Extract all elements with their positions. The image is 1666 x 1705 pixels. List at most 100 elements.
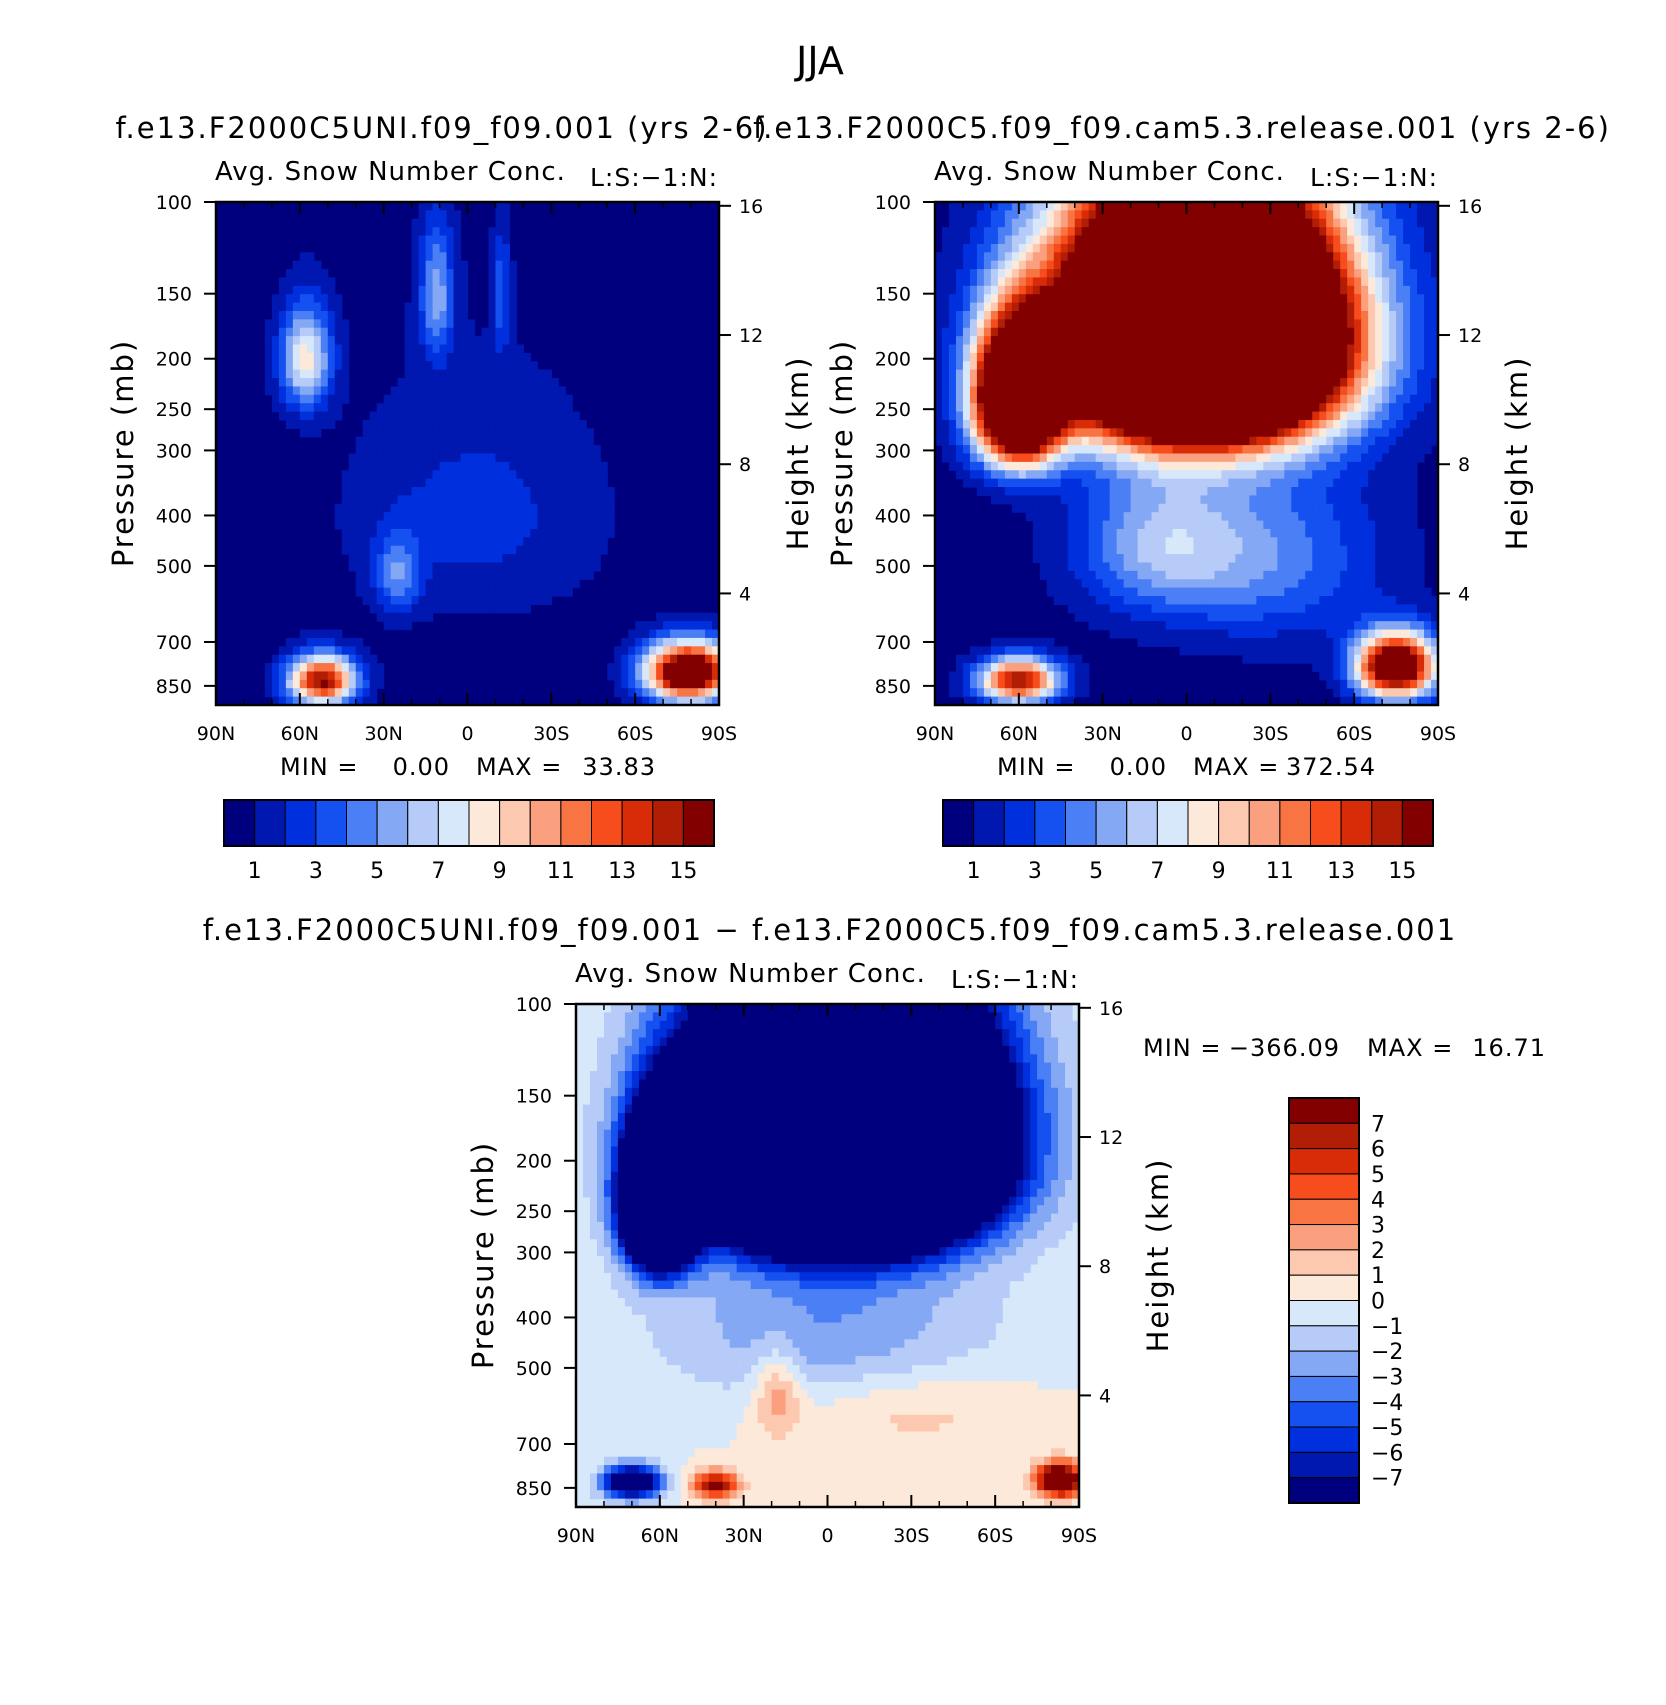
panel-b-field-cell	[1389, 394, 1397, 404]
panel-b-field-cell	[1249, 378, 1257, 388]
panel-b-field-cell	[1137, 461, 1146, 471]
panel-b-field-cell	[1263, 512, 1271, 522]
panel-b-field-cell	[1319, 403, 1327, 413]
panel-b-field-cell	[1354, 495, 1362, 505]
panel-a-field-cell	[425, 344, 434, 354]
panel-b-field-cell	[1144, 487, 1153, 497]
panel-b-field-cell	[1095, 520, 1104, 530]
panel-b-field-cell	[1144, 436, 1153, 446]
panel-b-field-cell	[1088, 562, 1097, 572]
panel-b-field-cell	[1333, 394, 1341, 404]
panel-a-field-cell	[404, 336, 413, 346]
panel-a-field-cell	[712, 646, 720, 656]
panel-b-field-cell	[1221, 378, 1230, 388]
panel-b-field-cell	[1305, 218, 1313, 228]
panel-b-field-cell	[1004, 336, 1013, 346]
panel-b-field-cell	[1354, 520, 1362, 530]
panel-a-field-cell	[362, 671, 371, 681]
panel-b-field-cell	[1270, 260, 1278, 270]
panel-b-field-cell	[1347, 470, 1355, 480]
panel-b-field-cell	[1060, 269, 1069, 279]
panel-a-field-cell	[474, 453, 483, 463]
panel-b-field-cell	[1179, 554, 1188, 564]
panel-b-field-cell	[1151, 453, 1160, 463]
panel-b-field-cell	[983, 243, 992, 253]
panel-a-field-cell	[404, 596, 413, 605]
panel-b-field-cell	[1403, 352, 1411, 362]
panel-b-field-cell	[1067, 336, 1076, 346]
panel-a-field-cell	[278, 378, 287, 388]
panel-b-field-cell	[1060, 386, 1069, 396]
panel-a-field-cell	[369, 419, 378, 429]
panel-b-field-cell	[1277, 352, 1285, 362]
panel-b-field-cell	[1277, 227, 1285, 237]
panel-b-field-cell	[1431, 411, 1439, 421]
panel-b-field-cell	[1382, 428, 1390, 438]
panel-b-field-cell	[1032, 470, 1041, 480]
panel-b-field-cell	[1319, 243, 1327, 253]
panel-b-field-cell	[1095, 202, 1104, 211]
panel-a-field-cell	[558, 537, 566, 547]
panel-b-field-cell	[1270, 269, 1278, 279]
panel-b-field-cell	[1333, 202, 1341, 211]
panel-b-field-cell	[1417, 235, 1425, 245]
panel-b-field-cell	[1053, 537, 1062, 547]
panel-a-field-cell	[432, 478, 441, 488]
panel-b-field-cell	[1186, 478, 1195, 488]
panel-b-field-cell	[1032, 461, 1041, 471]
panel-b-field-cell	[1053, 520, 1062, 530]
panel-a-field-cell	[530, 461, 538, 471]
panel-b-field-cell	[1263, 252, 1271, 262]
panel-a-field-cell	[264, 671, 273, 681]
panel-a-field-cell	[418, 445, 427, 455]
panel-a-field-cell	[544, 512, 552, 522]
panel-a-field-cell	[628, 679, 636, 689]
panel-a-field-cell	[495, 386, 504, 396]
panel-a-field-cell	[677, 612, 685, 622]
panel-b-field-cell	[1095, 478, 1104, 488]
panel-a-field-cell	[397, 545, 406, 555]
panel-a-field-cell	[565, 461, 573, 471]
panel-b-field-cell	[1249, 445, 1257, 455]
panel-a-field-cell	[495, 319, 504, 329]
panel-b-field-cell	[1319, 269, 1327, 279]
panel-b-field-cell	[1221, 394, 1230, 404]
panel-b-field-cell	[1067, 252, 1076, 262]
panel-b-field-cell	[1095, 336, 1104, 346]
panel-b-field-cell	[1158, 252, 1167, 262]
panel-b-field-cell	[990, 487, 999, 497]
panel-a-field-cell	[467, 587, 476, 597]
panel-a-field-cell	[306, 637, 315, 647]
panel-a-field-cell	[355, 545, 364, 555]
panel-b-field-cell	[1165, 327, 1174, 337]
panel-b-field-cell	[1298, 218, 1306, 228]
panel-b-field-cell	[1172, 512, 1181, 522]
panel-b-field-cell	[1025, 252, 1034, 262]
panel-b-field-cell	[1214, 218, 1223, 228]
panel-a-field-cell	[649, 646, 657, 656]
panel-b-field-cell	[1088, 596, 1097, 605]
panel-a-field-cell	[355, 587, 364, 597]
panel-b-field-cell	[1263, 361, 1271, 371]
panel-b-field-cell	[1270, 436, 1278, 446]
panel-a-field-cell	[656, 663, 664, 673]
panel-b-field-cell	[1193, 545, 1202, 555]
panel-b-field-cell	[1151, 252, 1160, 262]
panel-b-field-cell	[1424, 378, 1432, 388]
panel-b-field-cell	[1382, 227, 1390, 237]
panel-b-field-cell	[1130, 285, 1139, 295]
panel-b-field-cell	[1305, 344, 1313, 354]
panel-a-field-cell	[467, 537, 476, 547]
panel-a-field-cell	[453, 428, 462, 438]
panel-b-field-cell	[990, 445, 999, 455]
panel-a-field-cell	[376, 545, 385, 555]
panel-b-field-cell	[1228, 478, 1237, 488]
panel-b-field-cell	[1102, 453, 1111, 463]
panel-b-field-cell	[1179, 411, 1188, 421]
panel-a-field-cell	[558, 495, 566, 505]
panel-b-field-cell	[1214, 445, 1223, 455]
panel-b-field-cell	[976, 394, 985, 404]
panel-a-field-cell	[432, 319, 441, 329]
panel-a-field-cell	[467, 554, 476, 564]
panel-b-field-cell	[1179, 436, 1188, 446]
